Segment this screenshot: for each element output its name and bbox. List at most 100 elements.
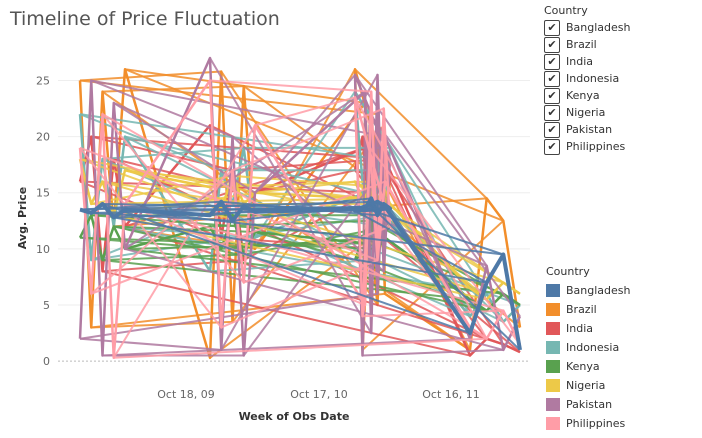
checkbox-checked-icon[interactable]: ✔	[544, 87, 560, 104]
legend-item-kenya[interactable]: Kenya	[546, 357, 696, 376]
x-tick-label: Oct 17, 10	[290, 388, 348, 401]
filter-item-india[interactable]: ✔ India	[544, 53, 700, 70]
legend-label: Nigeria	[566, 379, 606, 392]
series-segment	[389, 207, 471, 334]
series-segment	[124, 90, 366, 250]
filter-item-kenya[interactable]: ✔ Kenya	[544, 87, 700, 104]
series-segment	[101, 113, 471, 329]
checkbox-checked-icon[interactable]: ✔	[544, 70, 560, 87]
filter-item-indonesia[interactable]: ✔ Indonesia	[544, 70, 700, 87]
filter-item-brazil[interactable]: ✔ Brazil	[544, 36, 700, 53]
filter-item-pakistan[interactable]: ✔ Pakistan	[544, 121, 700, 138]
series-segment	[362, 348, 504, 357]
filter-item-nigeria[interactable]: ✔ Nigeria	[544, 104, 700, 121]
series-segment	[124, 247, 504, 351]
series-segment	[113, 225, 487, 312]
series-segment	[382, 108, 386, 182]
checkbox-checked-icon[interactable]: ✔	[544, 121, 560, 138]
y-tick-label: 10	[36, 243, 50, 256]
series-segment	[369, 147, 521, 345]
legend-label: Indonesia	[566, 341, 620, 354]
legend-label: Philippines	[566, 417, 626, 430]
y-tick-label: 20	[36, 131, 50, 144]
legend-title: Country	[546, 265, 590, 278]
series-segment	[369, 204, 521, 351]
legend-label: Bangladesh	[566, 284, 631, 297]
filter-item-label: Philippines	[566, 140, 626, 153]
filter-item-philippines[interactable]: ✔ Philippines	[544, 138, 700, 155]
series-segment	[254, 68, 356, 250]
series-segment	[79, 79, 378, 116]
legend-swatch	[546, 417, 560, 430]
x-tick-label: Oct 18, 09	[157, 388, 215, 401]
series-segment	[354, 209, 488, 284]
checkbox-checked-icon[interactable]: ✔	[544, 36, 560, 53]
filter-item-bangladesh[interactable]: ✔ Bangladesh	[544, 19, 700, 36]
legend-item-brazil[interactable]: Brazil	[546, 300, 696, 319]
legend-label: Pakistan	[566, 398, 613, 411]
filter-item-label: Kenya	[566, 89, 600, 102]
y-tick-label: 15	[36, 187, 50, 200]
series-segment	[113, 158, 488, 340]
checkbox-checked-icon[interactable]: ✔	[544, 19, 560, 36]
checkbox-checked-icon[interactable]: ✔	[544, 53, 560, 70]
series-segment	[354, 96, 488, 340]
legend-swatch	[546, 284, 560, 297]
legend-label: Kenya	[566, 360, 600, 373]
country-filter: Country ✔ Bangladesh ✔ Brazil ✔ India ✔ Indones…	[544, 4, 700, 155]
filter-item-label: Nigeria	[566, 106, 606, 119]
checkbox-checked-icon[interactable]: ✔	[544, 104, 560, 121]
series-segment	[79, 70, 222, 82]
y-tick-label: 5	[43, 299, 50, 312]
series-segment	[112, 124, 256, 359]
series-segment	[254, 74, 356, 194]
series-segment	[124, 68, 504, 222]
legend-swatch	[546, 379, 560, 392]
series-segment	[102, 158, 471, 318]
filter-item-label: Pakistan	[566, 123, 613, 136]
series-segment	[389, 158, 471, 340]
legend-item-pakistan[interactable]: Pakistan	[546, 395, 696, 414]
legend-label: Brazil	[566, 303, 597, 316]
series-segment	[124, 203, 504, 312]
series-segment	[113, 337, 487, 359]
y-tick-label: 0	[43, 355, 50, 368]
filter-item-label: Bangladesh	[566, 21, 631, 34]
filter-item-label: India	[566, 55, 593, 68]
series-segment	[220, 259, 378, 329]
series-segment	[124, 208, 504, 256]
filter-item-label: Indonesia	[566, 72, 620, 85]
legend-label: India	[566, 322, 593, 335]
series-segment	[354, 74, 488, 267]
legend-swatch	[546, 360, 560, 373]
series-segment	[113, 216, 487, 284]
legend-item-indonesia[interactable]: Indonesia	[546, 338, 696, 357]
series-segment	[243, 225, 391, 284]
series-segment	[362, 206, 504, 256]
legend-item-philippines[interactable]: Philippines	[546, 414, 696, 433]
series-segment	[361, 304, 366, 317]
checkbox-checked-icon[interactable]: ✔	[544, 138, 560, 155]
x-axis-label: Week of Obs Date	[239, 410, 350, 423]
filter-item-label: Brazil	[566, 38, 597, 51]
series-segment	[102, 337, 471, 357]
filter-title: Country	[544, 4, 588, 17]
series-segment	[232, 107, 385, 172]
legend-swatch	[546, 398, 560, 411]
chart-title: Timeline of Price Fluctuation	[10, 8, 280, 30]
legend-item-nigeria[interactable]: Nigeria	[546, 376, 696, 395]
y-tick-label: 25	[36, 74, 50, 87]
series-segment	[209, 57, 373, 334]
color-legend: Country Bangladesh Brazil India Indonesia Ke…	[546, 265, 696, 433]
series-segment	[209, 79, 372, 93]
legend-swatch	[546, 322, 560, 335]
legend-item-bangladesh[interactable]: Bangladesh	[546, 281, 696, 300]
x-tick-label: Oct 16, 11	[422, 388, 480, 401]
legend-item-india[interactable]: India	[546, 319, 696, 338]
series-bangladesh	[79, 196, 522, 351]
series-segment	[90, 169, 234, 295]
series-segment	[369, 91, 373, 148]
legend-swatch	[546, 341, 560, 354]
series-segment	[90, 79, 233, 138]
series-segment	[254, 209, 356, 213]
